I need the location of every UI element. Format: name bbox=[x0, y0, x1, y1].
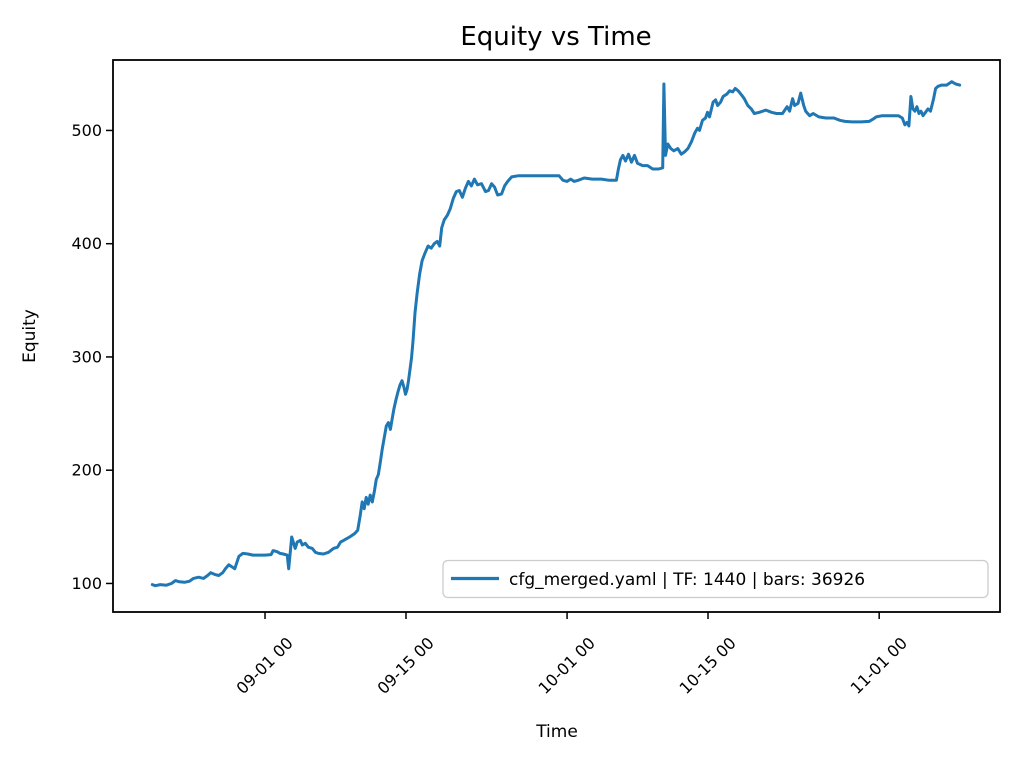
equity-line bbox=[150, 80, 962, 588]
y-tick-label: 200 bbox=[71, 461, 102, 480]
plot-frame bbox=[112, 59, 1001, 613]
x-axis-label: Time bbox=[535, 722, 578, 742]
legend-label: cfg_merged.yaml | TF: 1440 | bars: 36926 bbox=[509, 570, 865, 590]
y-tick-label: 500 bbox=[71, 121, 102, 140]
x-tick-label: 11-01 00 bbox=[847, 633, 911, 697]
x-tick-label: 10-01 00 bbox=[535, 633, 599, 697]
chart-title: Equity vs Time bbox=[460, 22, 651, 52]
plot-area: 100 200 300 400 500 09-01 00 09-15 00 10-01 00 1… bbox=[71, 59, 1001, 698]
y-tick-label: 100 bbox=[71, 574, 102, 593]
y-tick-label: 400 bbox=[71, 234, 102, 253]
legend: cfg_merged.yaml | TF: 1440 | bars: 36926 bbox=[442, 559, 989, 599]
x-tick-label: 09-01 00 bbox=[233, 633, 297, 697]
y-tick-label: 300 bbox=[71, 347, 102, 366]
y-axis-label: Equity bbox=[20, 309, 40, 363]
legend-box bbox=[442, 559, 989, 599]
x-tick-label: 10-15 00 bbox=[676, 633, 740, 697]
x-tick-label: 09-15 00 bbox=[373, 633, 437, 697]
